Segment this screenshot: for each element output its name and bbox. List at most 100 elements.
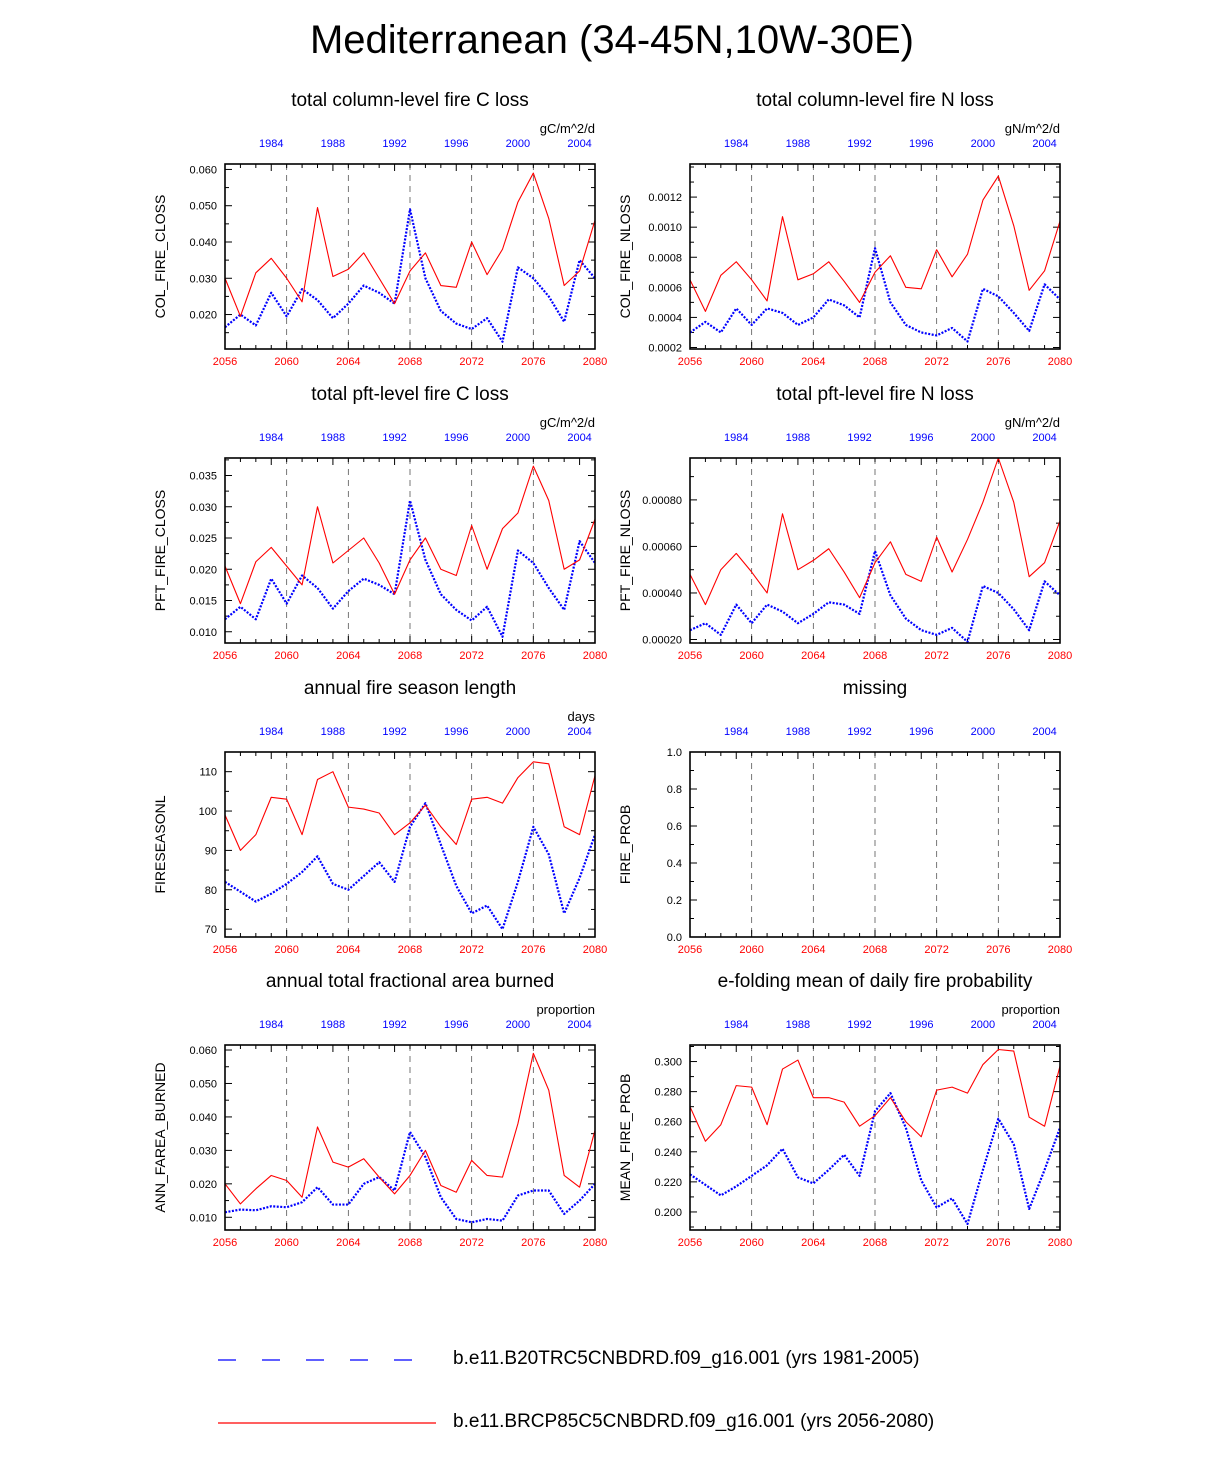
- chart-6-xtick-label-bottom: 2056: [678, 944, 702, 956]
- chart-5-xtick-label-top: 1988: [321, 726, 345, 738]
- chart-6-ytick-label: 0.6: [667, 821, 682, 833]
- chart-1-ytick-label: 0.060: [189, 164, 217, 176]
- chart-2-xtick-label-top: 2004: [1032, 138, 1056, 150]
- chart-8-xtick-label-top: 2004: [1032, 1019, 1056, 1031]
- chart-1-xtick-label-top: 2000: [506, 138, 530, 150]
- chart-2-ytick-label: 0.0010: [648, 222, 682, 234]
- chart-3-xtick-label-bottom: 2072: [459, 650, 483, 662]
- chart-5-ytick-label: 70: [205, 924, 217, 936]
- chart-6-xtick-label-top: 1988: [786, 726, 810, 738]
- chart-8-ytick-label: 0.260: [654, 1117, 682, 1129]
- chart-6-ytick-label: 0.2: [667, 895, 682, 907]
- chart-2-xtick-label-top: 1984: [724, 138, 748, 150]
- chart-7-ytick-label: 0.020: [189, 1179, 217, 1191]
- chart-4-xtick-label-top: 1992: [847, 432, 871, 444]
- chart-5-xtick-label-top: 1984: [259, 726, 283, 738]
- chart-7-xtick-label-top: 2004: [567, 1019, 591, 1031]
- chart-6-ytick-label: 0.4: [667, 858, 682, 870]
- chart-1-xtick-label-bottom: 2072: [459, 356, 483, 368]
- chart-8-ytick-label: 0.300: [654, 1057, 682, 1069]
- chart-2-xtick-label-bottom: 2068: [863, 356, 887, 368]
- chart-8-ytick-label: 0.240: [654, 1147, 682, 1159]
- chart-8-xtick-label-bottom: 2056: [678, 1237, 702, 1249]
- chart-3-xtick-label-top: 1992: [382, 432, 406, 444]
- chart-1-ytick-label: 0.050: [189, 201, 217, 213]
- chart-4-xtick-label-bottom: 2076: [986, 650, 1010, 662]
- chart-5-ytick-label: 110: [199, 767, 217, 779]
- chart-7-xtick-label-bottom: 2080: [583, 1237, 607, 1249]
- chart-5-series-hist-line: [224, 802, 597, 931]
- chart-2-xtick-label-top: 2000: [971, 138, 995, 150]
- chart-5-ytick-label: 90: [205, 845, 217, 857]
- chart-7-xtick-label-bottom: 2056: [213, 1237, 237, 1249]
- chart-8-series-hist-line: [689, 1092, 1062, 1226]
- chart-4-xtick-label-top: 1996: [909, 432, 933, 444]
- chart-3-series-future-line: [224, 465, 596, 605]
- chart-8-xtick-label-top: 1992: [847, 1019, 871, 1031]
- chart-4-ytick-label: 0.00080: [642, 495, 682, 507]
- chart-1-xtick-label-bottom: 2068: [398, 356, 422, 368]
- chart-2-ylabel: COL_FIRE_NLOSS: [617, 195, 633, 319]
- chart-7-xtick-label-top: 1984: [259, 1019, 283, 1031]
- chart-7-xtick-label-bottom: 2072: [459, 1237, 483, 1249]
- chart-2-xtick-label-top: 1992: [847, 138, 871, 150]
- chart-4-xtick-label-bottom: 2068: [863, 650, 887, 662]
- chart-7-ytick-label: 0.030: [189, 1145, 217, 1157]
- chart-2-xtick-label-bottom: 2056: [678, 356, 702, 368]
- chart-8-ylabel: MEAN_FIRE_PROB: [617, 1074, 633, 1202]
- chart-4-xtick-label-bottom: 2080: [1048, 650, 1072, 662]
- chart-7-xtick-label-top: 1996: [444, 1019, 468, 1031]
- chart-7-ylabel: ANN_FAREA_BURNED: [152, 1062, 168, 1212]
- chart-6-xtick-label-top: 2004: [1032, 726, 1056, 738]
- chart-4-xtick-label-top: 1988: [786, 432, 810, 444]
- chart-5-xtick-label-bottom: 2056: [213, 944, 237, 956]
- chart-7-ytick-label: 0.060: [189, 1045, 217, 1057]
- chart-6-xtick-label-bottom: 2072: [924, 944, 948, 956]
- chart-2-ytick-label: 0.0002: [648, 342, 682, 354]
- chart-3-xtick-label-top: 1988: [321, 432, 345, 444]
- chart-4-ytick-label: 0.00040: [642, 588, 682, 600]
- chart-6-ytick-label: 0.8: [667, 784, 682, 796]
- chart-5-xtick-label-bottom: 2072: [459, 944, 483, 956]
- chart-4-units: gN/m^2/d: [1005, 415, 1060, 430]
- chart-6-xtick-label-bottom: 2076: [986, 944, 1010, 956]
- chart-4-xtick-label-bottom: 2056: [678, 650, 702, 662]
- chart-8-xtick-label-top: 1988: [786, 1019, 810, 1031]
- chart-6-ytick-label: 1.0: [667, 747, 682, 759]
- chart-1-xtick-label-bottom: 2080: [583, 356, 607, 368]
- chart-3-units: gC/m^2/d: [540, 415, 595, 430]
- chart-2-xtick-label-bottom: 2072: [924, 356, 948, 368]
- chart-6-ytick-label: 0.0: [667, 932, 682, 944]
- chart-3-xtick-label-bottom: 2076: [521, 650, 545, 662]
- chart-8-xtick-label-bottom: 2068: [863, 1237, 887, 1249]
- chart-3-xtick-label-bottom: 2060: [274, 650, 298, 662]
- chart-3-frame: [224, 457, 596, 644]
- chart-1-xtick-label-bottom: 2056: [213, 356, 237, 368]
- chart-3-xtick-label-bottom: 2080: [583, 650, 607, 662]
- chart-7-xtick-label-bottom: 2076: [521, 1237, 545, 1249]
- chart-3-ytick-label: 0.015: [189, 596, 217, 608]
- chart-1-ytick-label: 0.040: [189, 237, 217, 249]
- chart-2-units: gN/m^2/d: [1005, 121, 1060, 136]
- chart-8-ytick-label: 0.220: [654, 1177, 682, 1189]
- chart-7-xtick-label-bottom: 2060: [274, 1237, 298, 1249]
- chart-5-frame: [224, 751, 596, 938]
- chart-3-series-hist-line: [224, 499, 596, 638]
- chart-2-title: total column-level fire N loss: [756, 90, 994, 111]
- chart-5-ylabel: FIRESEASONL: [152, 795, 168, 893]
- chart-7-xtick-label-top: 1988: [321, 1019, 345, 1031]
- chart-1-xtick-label-top: 2004: [567, 138, 591, 150]
- figure-title: Mediterranean (34-45N,10W-30E): [309, 18, 914, 62]
- chart-7-units: proportion: [536, 1002, 595, 1017]
- chart-4-ytick-label: 0.00060: [642, 541, 682, 553]
- chart-8-xtick-label-bottom: 2060: [739, 1237, 763, 1249]
- chart-8-ytick-label: 0.200: [654, 1207, 682, 1219]
- chart-7-ytick-label: 0.050: [189, 1078, 217, 1090]
- chart-5-ytick-label: 100: [199, 806, 217, 818]
- chart-1-ytick-label: 0.030: [189, 273, 217, 285]
- chart-7-xtick-label-top: 2000: [506, 1019, 530, 1031]
- chart-8-xtick-label-bottom: 2080: [1048, 1237, 1072, 1249]
